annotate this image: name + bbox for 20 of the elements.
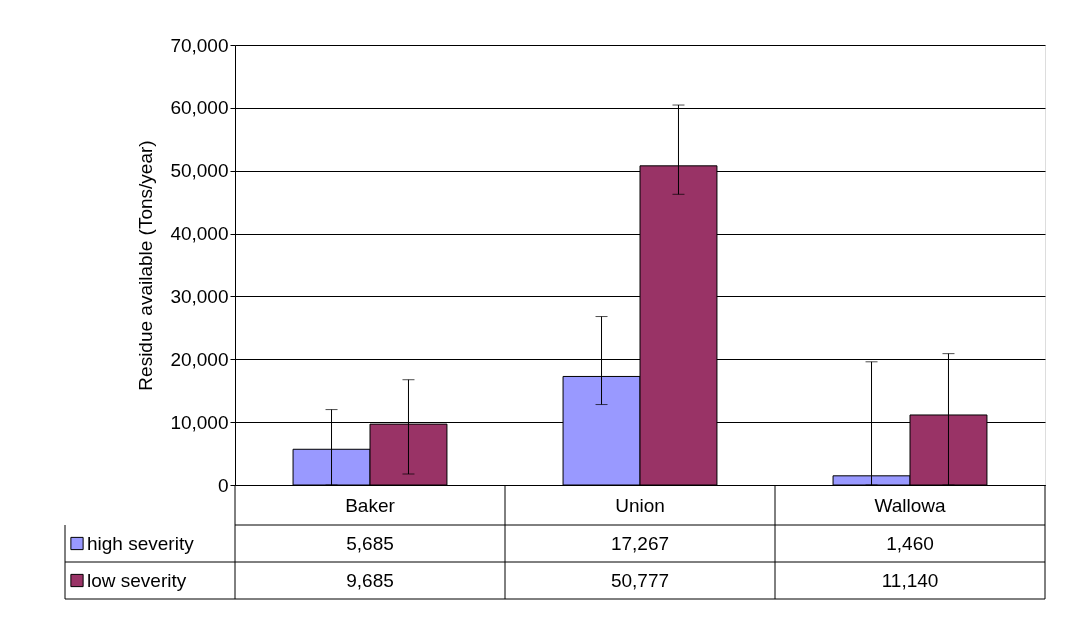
y-tick-label: 20,000 bbox=[170, 348, 229, 370]
legend-label: high severity bbox=[87, 532, 195, 554]
x-tick-label: Wallowa bbox=[874, 495, 946, 516]
data-label: 11,140 bbox=[881, 569, 939, 591]
data-label: 9,685 bbox=[346, 569, 394, 591]
y-tick-label: 60,000 bbox=[170, 97, 229, 119]
data-label: 5,685 bbox=[346, 532, 394, 554]
x-tick-label: Union bbox=[615, 495, 665, 516]
y-tick-label: 10,000 bbox=[170, 411, 229, 433]
x-tick-label: Baker bbox=[345, 495, 396, 516]
y-tick-label: 30,000 bbox=[170, 285, 229, 307]
y-tick-label: 70,000 bbox=[170, 34, 229, 56]
data-label: 50,777 bbox=[610, 569, 670, 591]
y-tick-label: 50,000 bbox=[170, 160, 229, 182]
legend-label: low severity bbox=[87, 569, 187, 591]
data-label: 17,267 bbox=[610, 532, 670, 554]
y-tick-label: 40,000 bbox=[170, 223, 229, 245]
y-axis-title: Residue available (Tons/year) bbox=[135, 140, 157, 391]
data-label: 1,460 bbox=[886, 532, 934, 554]
y-tick-label: 0 bbox=[217, 474, 229, 496]
